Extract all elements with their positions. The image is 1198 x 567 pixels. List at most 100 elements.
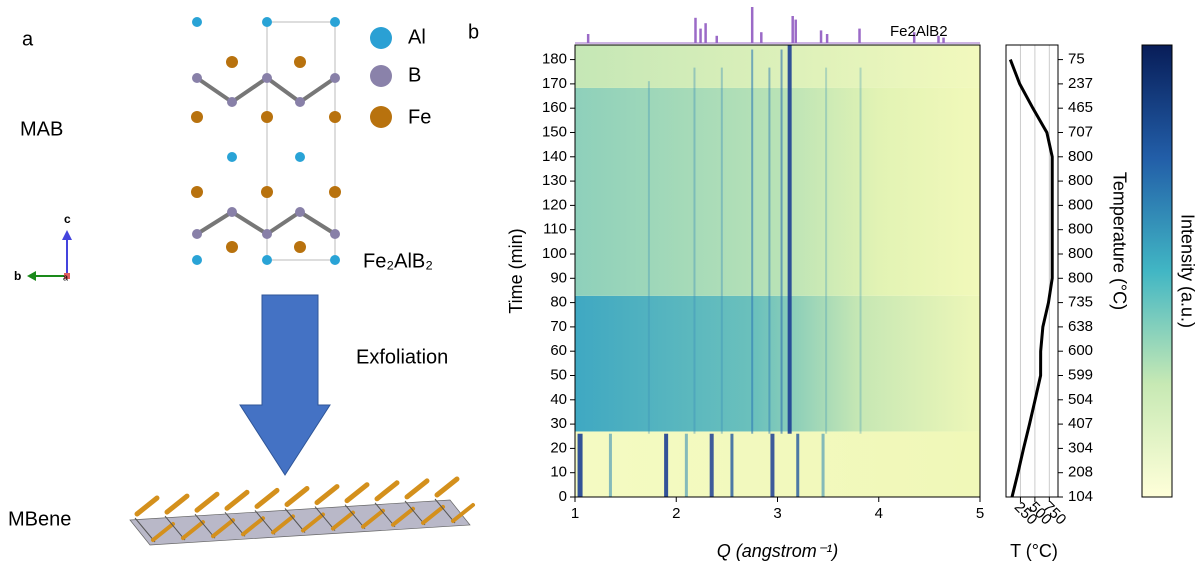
legend-label: Fe	[408, 106, 431, 128]
heatmap-streak	[787, 45, 792, 434]
y-tick-label: 60	[550, 342, 567, 359]
y2-tick-label: 465	[1068, 99, 1093, 116]
arrow-head	[27, 271, 36, 281]
reference-label: Fe2AlB2	[890, 23, 948, 40]
axis-a	[64, 273, 70, 279]
axis-label: c	[64, 212, 71, 226]
sheet-bond	[164, 515, 186, 541]
y-tick-label: 10	[550, 464, 567, 481]
y-tick-label: 70	[550, 318, 567, 335]
y-tick-label: 40	[550, 391, 567, 408]
panel-letter: a	[22, 28, 34, 50]
y-tick-label: 170	[542, 75, 567, 92]
mab-label: MAB	[20, 118, 63, 140]
temperature-line	[1008, 59, 1054, 498]
panel-letter: b	[468, 21, 479, 43]
y-tick-label: 140	[542, 148, 567, 165]
al-atoms	[192, 17, 340, 265]
fe-row	[224, 489, 250, 511]
heatmap-region	[575, 45, 980, 88]
heatmap-streak	[608, 433, 612, 497]
fe-row	[241, 516, 265, 537]
legend-fe	[370, 106, 392, 128]
fe-row	[301, 512, 325, 533]
y2-tick-label: 800	[1068, 269, 1093, 286]
y2-tick-label: 735	[1068, 294, 1093, 311]
y-tick-label: 90	[550, 269, 567, 286]
y2-tick-label: 800	[1068, 221, 1093, 238]
fe-row	[404, 478, 430, 500]
fe-row	[421, 504, 445, 525]
y-tick-label: 80	[550, 294, 567, 311]
sheet-bond	[314, 506, 336, 531]
sheet-bond	[404, 500, 426, 526]
compound-label: Fe₂AlB₂	[363, 250, 433, 272]
y2-tick-label: 800	[1068, 148, 1093, 165]
heatmap-streak	[577, 433, 583, 497]
y-tick-label: 130	[542, 172, 567, 189]
sheet-bond	[374, 502, 396, 528]
y2-tick-label: 638	[1068, 318, 1093, 335]
b-atoms	[192, 73, 340, 239]
x-axis-label: Q (angstrom⁻¹)	[717, 541, 839, 561]
sheet-bond	[254, 510, 276, 535]
x-tick-label: 5	[976, 505, 984, 522]
fe-row	[284, 486, 310, 507]
heatmap-streak	[664, 433, 669, 497]
heatmap-streak	[751, 49, 754, 434]
arrow-head	[62, 230, 72, 240]
y-tick-label: 100	[542, 245, 567, 262]
y2-tick-label: 600	[1068, 342, 1093, 359]
sheet-bond	[434, 498, 456, 524]
fe-row	[391, 506, 415, 527]
y-tick-label: 160	[542, 99, 567, 116]
sheet-bond	[224, 511, 246, 537]
heatmap-region	[575, 431, 980, 497]
fe-row	[211, 518, 235, 539]
sheet-base	[129, 499, 471, 546]
legend-al	[370, 27, 392, 49]
y-tick-label: 20	[550, 439, 567, 456]
heatmap-streak	[684, 433, 688, 497]
y2-axis-label: Temperature (°C)	[1109, 172, 1129, 310]
y2-tick-label: 237	[1068, 75, 1093, 92]
fe-row	[151, 522, 175, 542]
fe-atoms	[191, 56, 341, 253]
exfoliation-arrow	[239, 294, 331, 476]
unit-cell	[266, 21, 336, 261]
sheet-bond	[134, 517, 156, 543]
x-tick-label: 1	[571, 505, 579, 522]
axis-label: b	[14, 269, 21, 283]
heatmap-streak	[859, 67, 862, 434]
y2-tick-label: 599	[1068, 366, 1093, 383]
x-tick-label: 2	[672, 505, 680, 522]
y2-tick-label: 707	[1068, 123, 1093, 140]
heatmap-streak	[780, 49, 783, 434]
fe-row	[361, 508, 385, 529]
legend-b	[370, 65, 392, 87]
heatmap-streak	[770, 433, 775, 497]
sheet-bond	[344, 504, 366, 530]
y-tick-label: 180	[542, 51, 567, 68]
heatmap-streak	[647, 81, 650, 434]
y-axis-label: Time (min)	[506, 228, 526, 313]
y2-tick-label: 800	[1068, 172, 1093, 189]
y2-tick-label: 208	[1068, 464, 1093, 481]
heatmap-region	[575, 87, 980, 296]
heatmap-region	[575, 295, 980, 432]
heatmap-streak	[768, 67, 771, 434]
panel-a: a MAB Al B Fe Fe₂AlB₂ c	[8, 17, 475, 546]
legend-label: Al	[408, 26, 426, 48]
fe-row	[331, 510, 355, 531]
heatmap-streak	[796, 433, 800, 497]
fe-row	[434, 476, 460, 498]
heatmap-streak	[730, 433, 734, 497]
panel-b: b 1 2 3 4 5010203040506070809010011012013014…	[468, 7, 1197, 561]
y2-tick-label: 304	[1068, 439, 1093, 456]
heatmap-streak	[821, 433, 825, 497]
y-tick-label: 110	[543, 221, 567, 238]
x-axis-label: T (°C)	[1010, 541, 1058, 561]
colorbar	[1141, 44, 1173, 498]
legend-label: B	[408, 64, 421, 86]
